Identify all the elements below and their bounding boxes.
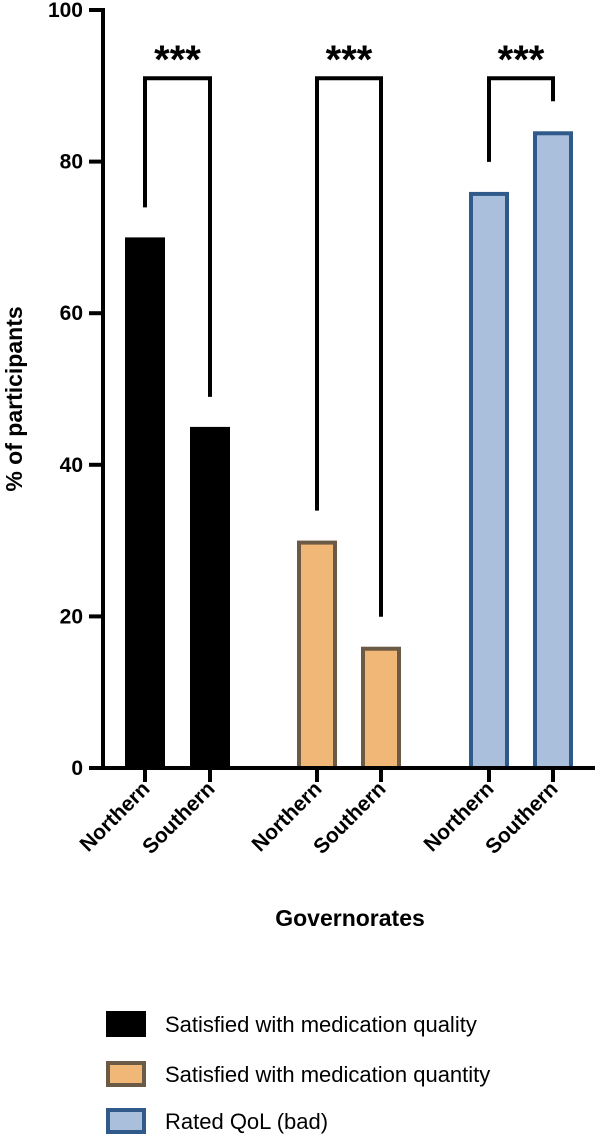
legend-label-1: Satisfied with medication quantity (165, 1062, 490, 1087)
y-tick-label: 60 (60, 302, 83, 325)
significance-layer: *** *** *** (143, 38, 555, 617)
bar-southern-0 (190, 426, 230, 768)
significance-bracket (315, 76, 383, 617)
legend: Satisfied with medication quality Satisfi… (106, 1011, 490, 1134)
bar-northern-2 (469, 191, 509, 771)
significance-bracket (143, 76, 212, 397)
significance-label: *** (498, 38, 545, 82)
legend-swatch-2 (106, 1108, 146, 1134)
bars-layer (125, 131, 573, 771)
bar-southern-2 (533, 131, 573, 770)
y-tick-label: 0 (71, 757, 83, 780)
y-tick-label: 40 (60, 454, 83, 477)
bar-southern-1 (361, 646, 401, 770)
y-tick-label: 100 (48, 0, 83, 22)
bar-northern-1 (297, 540, 337, 770)
axes-layer (89, 8, 595, 782)
y-axis-title: % of participants (1, 306, 27, 491)
y-tick-label: 80 (60, 151, 83, 174)
significance-bracket (487, 76, 555, 162)
legend-swatch-0 (106, 1011, 146, 1037)
significance-label: *** (326, 38, 373, 82)
legend-label-0: Satisfied with medication quality (165, 1012, 477, 1037)
legend-label-2: Rated QoL (bad) (165, 1109, 328, 1134)
y-tick-label: 20 (60, 605, 83, 628)
legend-swatch-1 (106, 1061, 146, 1087)
significance-label: *** (154, 38, 201, 82)
x-axis-title: Governorates (275, 905, 425, 931)
bar-northern-0 (125, 237, 165, 768)
